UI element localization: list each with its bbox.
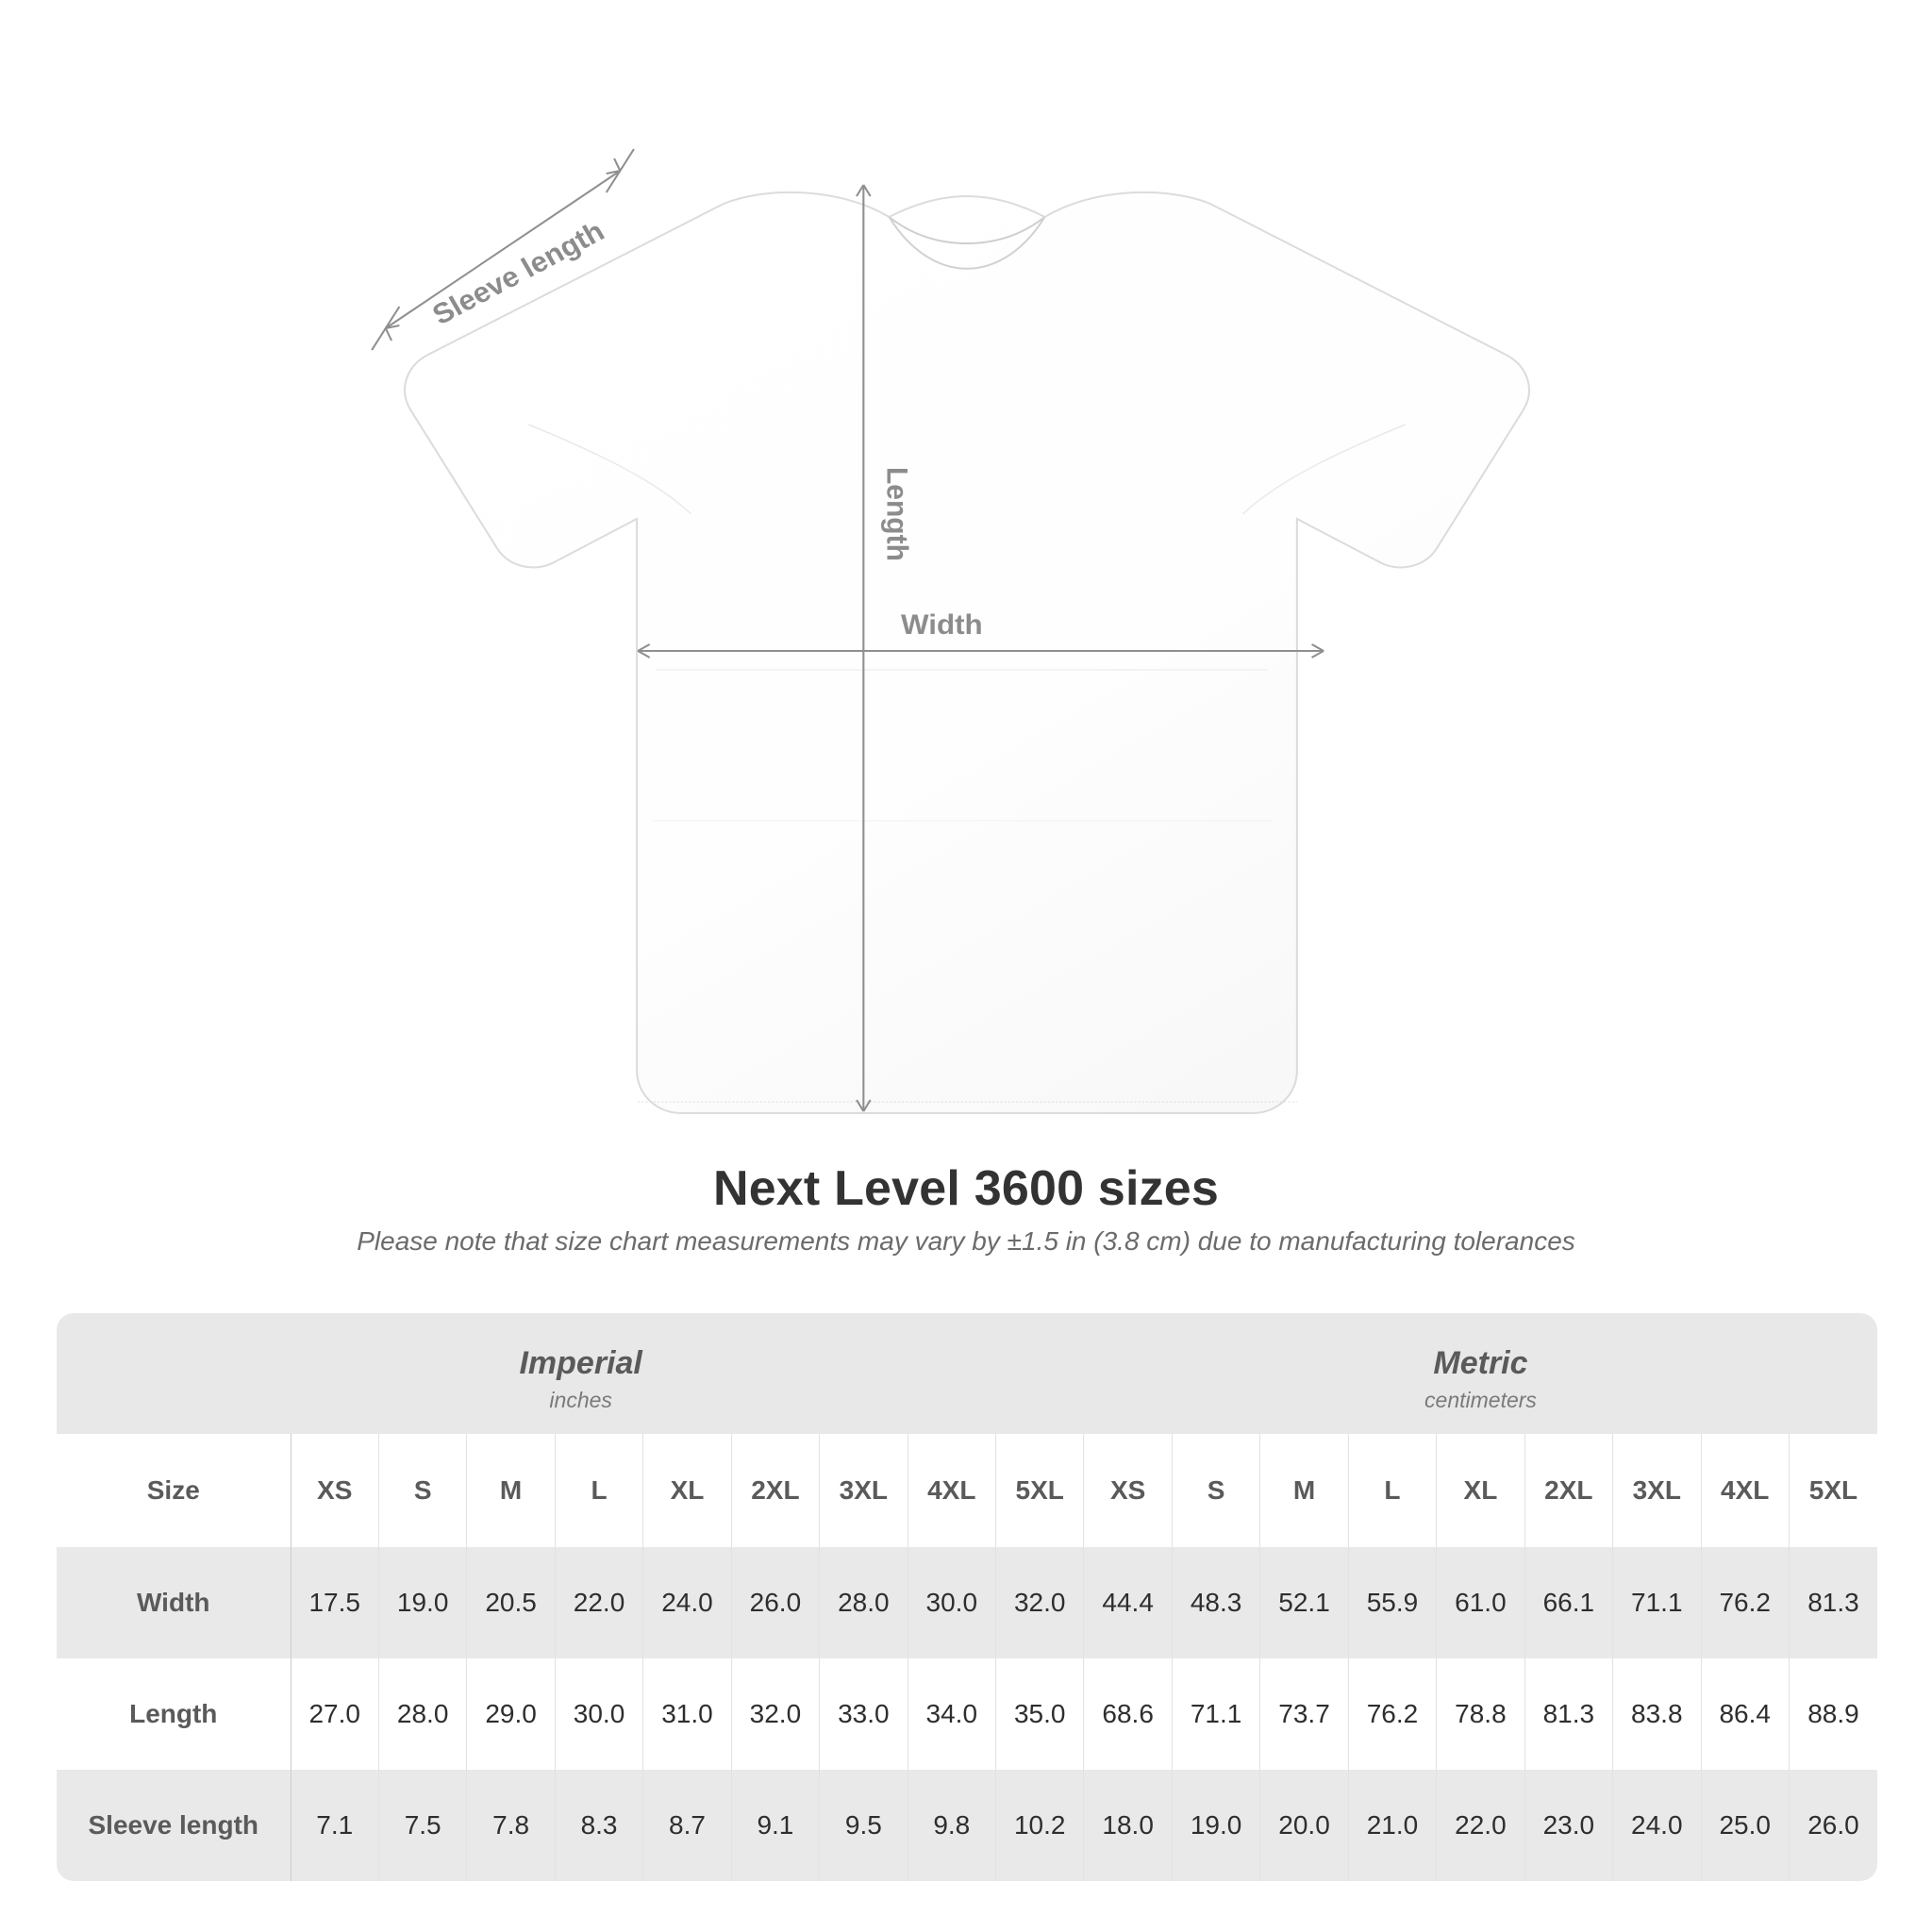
svg-text:Length: Length bbox=[880, 467, 913, 561]
svg-text:Width: Width bbox=[901, 609, 983, 641]
